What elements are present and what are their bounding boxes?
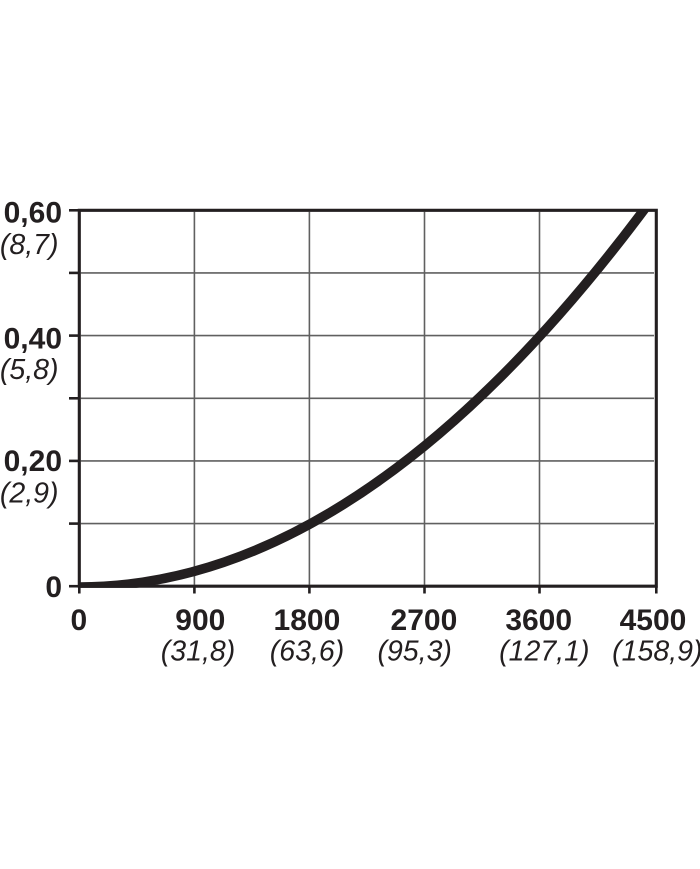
svg-text:(127,1): (127,1) <box>499 636 589 668</box>
svg-text:2700: 2700 <box>391 604 458 637</box>
svg-text:(95,3): (95,3) <box>377 636 451 668</box>
svg-text:(2,9): (2,9) <box>0 477 59 509</box>
svg-text:1800: 1800 <box>274 604 341 637</box>
svg-text:(31,8): (31,8) <box>161 636 235 668</box>
svg-text:900: 900 <box>175 604 225 637</box>
svg-text:0: 0 <box>70 604 87 637</box>
svg-text:0,40: 0,40 <box>4 323 62 356</box>
svg-text:(8,7): (8,7) <box>0 229 59 261</box>
svg-text:0,20: 0,20 <box>4 445 62 478</box>
svg-text:(158,9): (158,9) <box>612 636 700 668</box>
svg-text:(63,6): (63,6) <box>270 636 344 668</box>
svg-text:4500: 4500 <box>620 604 687 637</box>
svg-text:0,60: 0,60 <box>4 196 62 229</box>
svg-text:0: 0 <box>45 571 62 604</box>
svg-text:(5,8): (5,8) <box>0 354 59 386</box>
svg-text:3600: 3600 <box>505 604 572 637</box>
